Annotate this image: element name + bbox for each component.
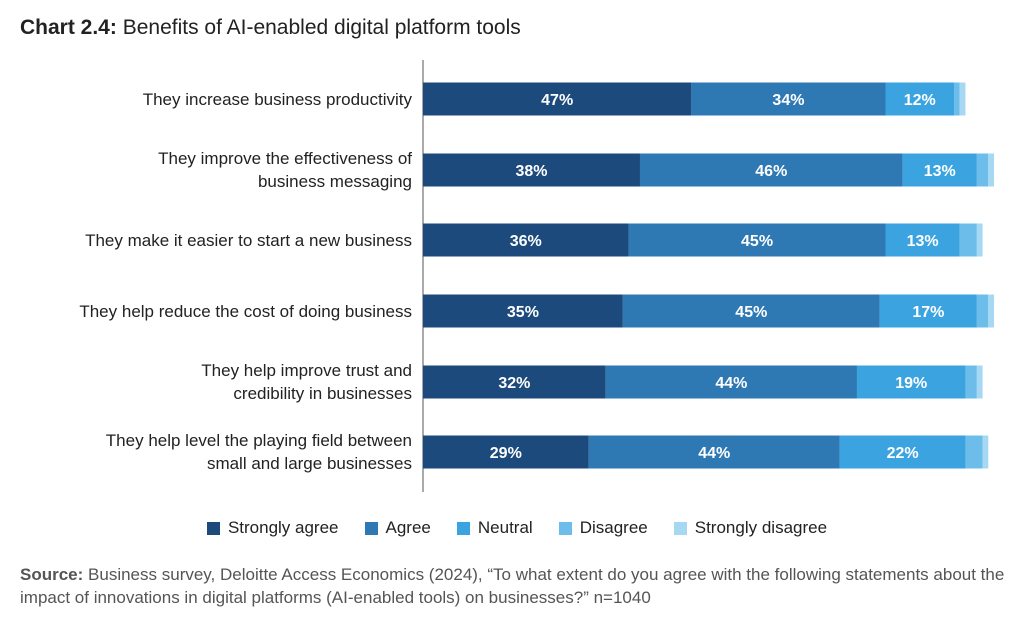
bar-segment-strongly-agree <box>423 294 623 328</box>
data-label: 44% <box>715 375 747 392</box>
data-label: 35% <box>507 304 539 321</box>
data-label: 36% <box>510 233 542 250</box>
legend-swatch <box>558 521 572 535</box>
bar-segment-agree <box>628 223 886 257</box>
bar-segment-strongly-disagree <box>982 435 989 469</box>
data-label: 32% <box>498 375 530 392</box>
legend-swatch <box>456 521 470 535</box>
data-label: 12% <box>904 92 936 109</box>
legend-label: Strongly agree <box>227 518 339 537</box>
legend-swatch <box>206 521 220 535</box>
data-label: 17% <box>912 304 944 321</box>
category-label-line: They help level the playing field betwee… <box>105 431 412 450</box>
bar-segment-strongly-agree <box>423 435 589 469</box>
bar-segment-disagree <box>976 153 989 187</box>
data-label: 19% <box>895 375 927 392</box>
data-label: 47% <box>541 92 573 109</box>
data-label: 38% <box>515 163 547 180</box>
source-prefix: Source: <box>20 565 84 584</box>
bar-segment-neutral <box>879 294 977 328</box>
legend-item: Neutral <box>456 518 533 538</box>
category-label: They improve the effectiveness of busines… <box>158 147 412 193</box>
bar-segment-agree <box>639 153 903 187</box>
bar-segment-neutral <box>885 223 960 257</box>
bar-segment-agree <box>605 365 857 399</box>
data-label: 34% <box>772 92 804 109</box>
source-text: Business survey, Deloitte Access Economi… <box>20 565 1005 607</box>
data-label: 45% <box>735 304 767 321</box>
data-label: 46% <box>755 163 787 180</box>
bar-segment-disagree <box>954 82 960 116</box>
category-label-line: They help improve trust and <box>201 361 412 380</box>
bar-segment-strongly-disagree <box>976 365 983 399</box>
legend-item: Disagree <box>558 518 648 538</box>
data-label: 45% <box>741 233 773 250</box>
category-label: They help reduce the cost of doing busin… <box>79 300 412 323</box>
category-label-line: They help reduce the cost of doing busin… <box>79 301 412 321</box>
data-label: 13% <box>924 163 956 180</box>
bar-segment-strongly-disagree <box>959 82 966 116</box>
category-label-line: They make it easier to start a new busin… <box>85 230 412 250</box>
data-label: 13% <box>907 233 939 250</box>
category-label-line: They increase business productivity <box>142 89 412 109</box>
bar-segment-disagree <box>965 435 983 469</box>
chart-title: Chart 2.4: Benefits of AI-enabled digita… <box>20 16 521 40</box>
category-label-line: credibility in businesses <box>233 384 412 403</box>
bar-segment-strongly-disagree <box>988 153 994 187</box>
bar-segment-strongly-disagree <box>976 223 983 257</box>
bar-segment-neutral <box>885 82 955 116</box>
bar-segment-agree <box>588 435 840 469</box>
bar-segment-neutral <box>856 365 966 399</box>
category-label: They help level the playing field betwee… <box>106 429 412 475</box>
legend-swatch <box>364 521 378 535</box>
bar-segment-agree <box>691 82 886 116</box>
legend-label: Disagree <box>579 518 648 537</box>
bar-segment-neutral <box>902 153 977 187</box>
legend-item: Strongly agree <box>206 518 339 538</box>
bar-segment-agree <box>622 294 880 328</box>
category-label: They make it easier to start a new busin… <box>85 229 412 252</box>
bar-segment-neutral <box>839 435 966 469</box>
legend-label: Neutral <box>477 518 533 537</box>
bar-segment-strongly-agree <box>423 153 640 187</box>
bar-segment-strongly-agree <box>423 223 629 257</box>
data-label: 22% <box>887 445 919 462</box>
category-label: They increase business productivity <box>143 88 412 111</box>
chart-title-text: Benefits of AI-enabled digital platform … <box>122 16 521 39</box>
category-label-line: They improve the effectiveness of <box>158 149 412 168</box>
bar-segment-strongly-agree <box>423 82 692 116</box>
bar-segment-disagree <box>965 365 977 399</box>
data-label: 44% <box>698 445 730 462</box>
legend-swatch <box>673 521 687 535</box>
chart-legend: Strongly agree Agree Neutral Disagree Strong… <box>0 518 1024 538</box>
data-label: 29% <box>490 445 522 462</box>
source-note: Source: Business survey, Deloitte Access… <box>20 563 1010 609</box>
bar-segment-disagree <box>959 223 977 257</box>
legend-item: Agree <box>364 518 431 538</box>
legend-label: Agree <box>385 518 431 537</box>
bar-segment-disagree <box>976 294 989 328</box>
legend-item: Strongly disagree <box>673 518 828 538</box>
bar-segment-strongly-disagree <box>988 294 994 328</box>
category-label-line: business messaging <box>257 172 412 191</box>
chart-title-prefix: Chart 2.4: <box>20 16 117 39</box>
bar-segment-strongly-agree <box>423 365 606 399</box>
category-label-line: small and large businesses <box>206 454 412 473</box>
category-label: They help improve trust and credibility i… <box>201 359 412 405</box>
legend-label: Strongly disagree <box>694 518 828 537</box>
